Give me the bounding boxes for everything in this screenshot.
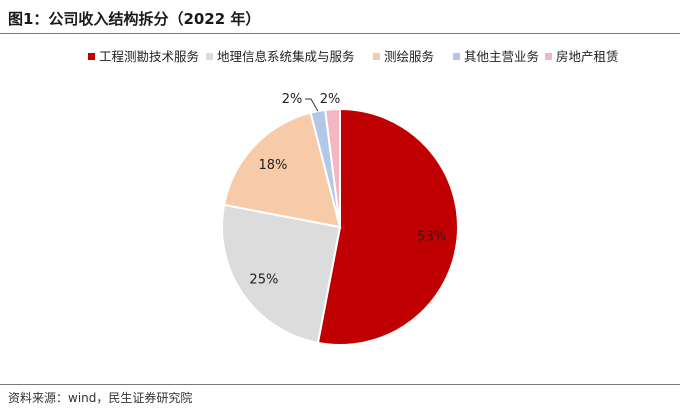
pie-slice bbox=[222, 111, 342, 229]
data-label: 53% bbox=[417, 230, 446, 245]
data-label: 2% bbox=[320, 92, 341, 107]
legend: 工程测勘技术服务 地理信息系统集成与服务 测绘服务 其他主营业务 房地产租赁 bbox=[88, 49, 619, 64]
legend-entry: 其他主营业务 bbox=[464, 49, 539, 64]
legend-entry: 房地产租赁 bbox=[556, 49, 619, 64]
pie-slice bbox=[221, 203, 342, 345]
legend-entry: 测绘服务 bbox=[384, 49, 434, 64]
legend-swatch bbox=[373, 53, 380, 60]
leader-lines bbox=[305, 98, 319, 112]
legend-swatch bbox=[545, 53, 552, 60]
leader-line bbox=[305, 98, 319, 112]
legend-entry: 地理信息系统集成与服务 bbox=[217, 49, 355, 64]
pie-slice bbox=[324, 107, 341, 228]
legend-swatch bbox=[206, 53, 213, 60]
source-note: 资料来源：wind，民生证券研究院 bbox=[8, 391, 193, 405]
data-label: 18% bbox=[258, 158, 287, 173]
footer-divider bbox=[0, 384, 680, 385]
title-divider bbox=[0, 33, 680, 34]
data-labels: 53% 25% 18% 2% 2% bbox=[249, 92, 446, 288]
data-label: 2% bbox=[282, 92, 303, 107]
chart-title: 图1：公司收入结构拆分（2022 年） bbox=[8, 10, 261, 28]
legend-swatch bbox=[453, 53, 460, 60]
data-label: 25% bbox=[249, 273, 278, 288]
pie-slice bbox=[316, 107, 459, 346]
legend-swatch bbox=[88, 53, 95, 60]
legend-entry: 工程测勘技术服务 bbox=[99, 49, 199, 64]
pie-slices bbox=[221, 107, 459, 346]
